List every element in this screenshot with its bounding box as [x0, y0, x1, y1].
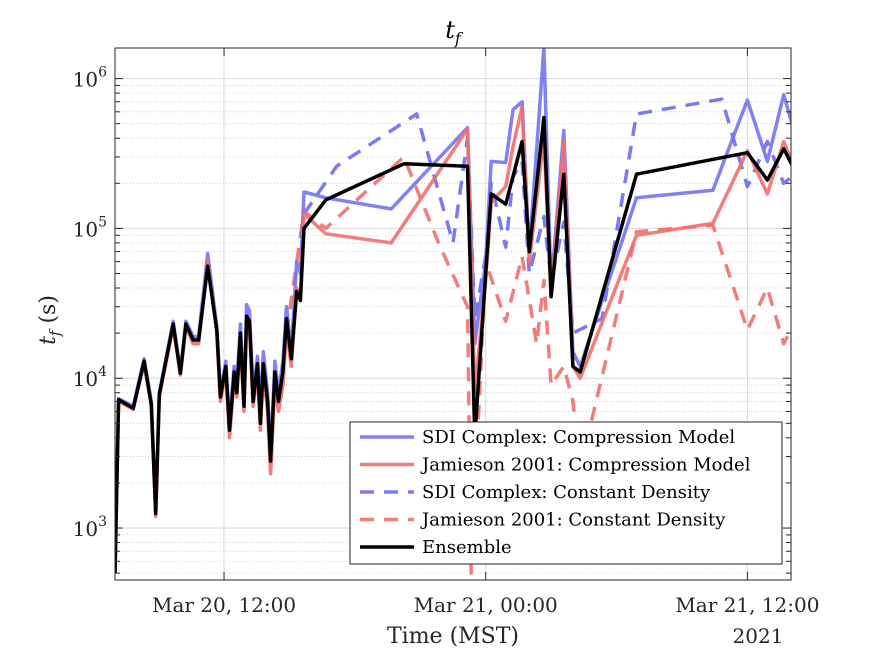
x-axis-label: Time (MST): [387, 624, 519, 649]
y-tick-label: 103: [73, 514, 107, 541]
series-layer: [115, 48, 791, 575]
legend-label-3: SDI Complex: Constant Density: [422, 482, 711, 503]
y-tick-label: 104: [73, 364, 107, 391]
chart-title: tf: [445, 16, 464, 48]
ticks: Mar 20, 12:00 Mar 21, 00:00 Mar 21, 12:00 1…: [73, 48, 819, 617]
y-axis-label: tf (s): [36, 295, 64, 345]
y-tick-base: 10: [73, 367, 98, 391]
y-tick-base: 10: [73, 517, 98, 541]
y-tick-base: 10: [73, 68, 98, 92]
y-tick-exponent: 6: [98, 65, 107, 81]
x-tick-label: Mar 21, 00:00: [414, 593, 558, 617]
axes-box: [114, 47, 792, 581]
legend-label-4: Jamieson 2001: Constant Density: [420, 510, 726, 531]
legend-label-5: Ensemble: [422, 537, 512, 558]
legend-label-1: SDI Complex: Compression Model: [422, 427, 735, 448]
y-tick-label: 106: [73, 65, 107, 92]
legend-label-2: Jamieson 2001: Compression Model: [420, 455, 751, 476]
y-tick-exponent: 4: [98, 364, 107, 380]
legend-box: [349, 421, 783, 565]
year-label: 2021: [733, 624, 784, 648]
y-tick-exponent: 5: [98, 214, 107, 230]
x-tick-label: Mar 21, 12:00: [675, 593, 819, 617]
series-line-4: [284, 155, 791, 575]
legend: SDI Complex: Compression Model Jamieson 2…: [349, 421, 783, 565]
y-tick-label: 105: [73, 214, 107, 241]
series-line-5: [115, 115, 791, 574]
y-tick-base: 10: [73, 217, 98, 241]
x-tick-label: Mar 20, 12:00: [152, 593, 296, 617]
y-tick-exponent: 3: [98, 514, 107, 530]
